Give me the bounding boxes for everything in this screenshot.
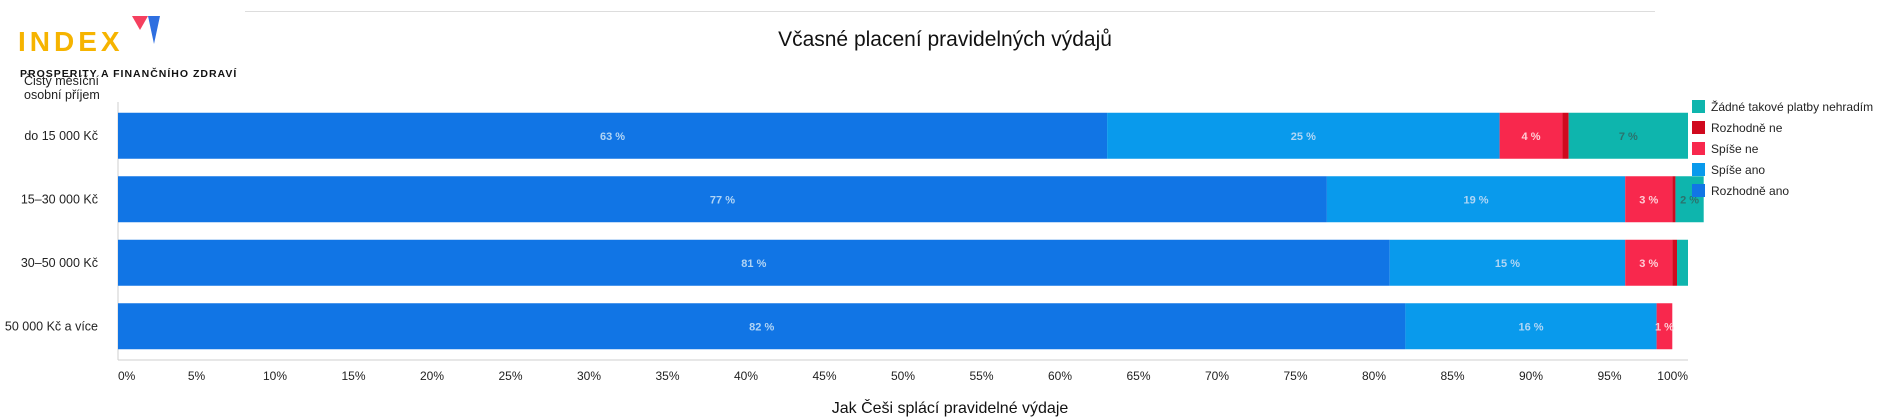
legend-item-zadne-takove-platby-nehradim[interactable]: Žádné takové platby nehradím	[1692, 96, 1873, 117]
x-tick-label: 40%	[734, 369, 758, 383]
bar-segment-rozhodne-ne[interactable]	[1672, 240, 1677, 286]
legend-label: Spíše ano	[1711, 163, 1765, 177]
x-tick-label: 70%	[1205, 369, 1229, 383]
x-tick-label: 65%	[1126, 369, 1150, 383]
x-tick-label: 100%	[1657, 369, 1688, 383]
legend-swatch	[1692, 184, 1705, 197]
x-tick-label: 0%	[118, 369, 136, 383]
legend-swatch	[1692, 121, 1705, 134]
x-tick-label: 55%	[969, 369, 993, 383]
category-label: 30–50 000 Kč	[21, 256, 98, 270]
x-tick-label: 75%	[1283, 369, 1307, 383]
bar-segment-zadne-takove-platby-nehradim[interactable]	[1677, 240, 1688, 286]
category-label: do 15 000 Kč	[24, 129, 98, 143]
data-label: 15 %	[1495, 258, 1520, 270]
bar-segment-rozhodne-ne[interactable]	[1562, 113, 1568, 159]
legend-label: Žádné takové platby nehradím	[1711, 100, 1873, 114]
chart-legend: Žádné takové platby nehradím Rozhodně ne S…	[1692, 96, 1873, 201]
data-label: 63 %	[600, 131, 625, 143]
category-label: 15–30 000 Kč	[21, 192, 98, 206]
x-tick-label: 45%	[812, 369, 836, 383]
x-tick-label: 50%	[891, 369, 915, 383]
legend-label: Rozhodně ano	[1711, 184, 1789, 198]
x-tick-label: 95%	[1597, 369, 1621, 383]
data-label: 16 %	[1518, 321, 1543, 333]
legend-item-spise-ne[interactable]: Spíše ne	[1692, 138, 1873, 159]
data-label: 1 %	[1655, 321, 1674, 333]
legend-swatch	[1692, 142, 1705, 155]
x-tick-label: 5%	[188, 369, 206, 383]
x-tick-label: 10%	[263, 369, 287, 383]
category-label: 50 000 Kč a více	[5, 319, 98, 333]
legend-label: Rozhodně ne	[1711, 121, 1782, 135]
data-label: 25 %	[1291, 131, 1316, 143]
x-tick-label: 25%	[498, 369, 522, 383]
legend-label: Spíše ne	[1711, 142, 1758, 156]
data-label: 77 %	[710, 194, 735, 206]
legend-swatch	[1692, 163, 1705, 176]
legend-item-spise-ano[interactable]: Spíše ano	[1692, 159, 1873, 180]
legend-item-rozhodne-ano[interactable]: Rozhodně ano	[1692, 180, 1873, 201]
x-tick-label: 35%	[655, 369, 679, 383]
x-tick-label: 80%	[1362, 369, 1386, 383]
data-label: 82 %	[749, 321, 774, 333]
data-label: 81 %	[741, 258, 766, 270]
legend-item-rozhodne-ne[interactable]: Rozhodně ne	[1692, 117, 1873, 138]
x-tick-label: 20%	[420, 369, 444, 383]
x-tick-label: 90%	[1519, 369, 1543, 383]
x-tick-label: 85%	[1440, 369, 1464, 383]
x-tick-label: 15%	[341, 369, 365, 383]
bar-segment-rozhodne-ne[interactable]	[1672, 176, 1675, 222]
x-axis-label: Jak Češi splácí pravidelné výdaje	[740, 400, 1160, 418]
x-tick-label: 30%	[577, 369, 601, 383]
data-label: 7 %	[1619, 131, 1638, 143]
x-tick-label: 60%	[1048, 369, 1072, 383]
data-label: 3 %	[1639, 258, 1658, 270]
data-label: 4 %	[1522, 131, 1541, 143]
legend-swatch	[1692, 100, 1705, 113]
data-label: 19 %	[1464, 194, 1489, 206]
data-label: 3 %	[1639, 194, 1658, 206]
